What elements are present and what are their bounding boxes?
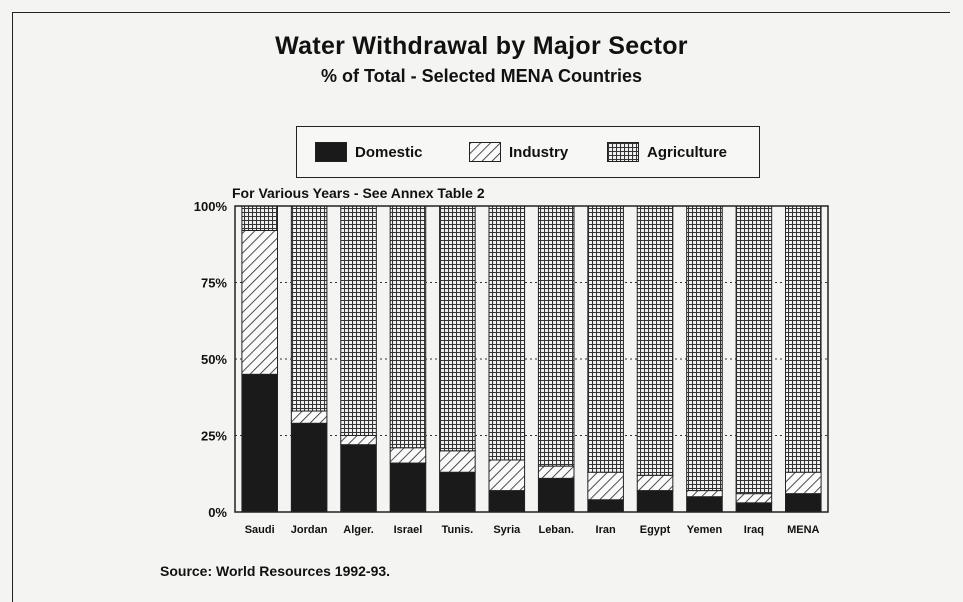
bar-domestic — [389, 462, 427, 513]
legend-swatch-industry — [469, 142, 501, 162]
bar-domestic — [636, 490, 674, 513]
legend-swatch-agriculture — [607, 142, 639, 162]
bar-domestic — [241, 373, 278, 513]
y-tick-label: 75% — [201, 276, 227, 291]
bar-agriculture — [537, 205, 575, 467]
bar-industry — [537, 465, 575, 479]
bar-agriculture — [735, 205, 773, 495]
bar-industry — [290, 410, 328, 424]
y-tick-label: 100% — [194, 199, 228, 214]
chart-subtitle: % of Total - Selected MENA Countries — [320, 66, 643, 86]
bar-domestic — [735, 502, 773, 513]
bar-industry — [241, 229, 278, 375]
bar-domestic — [587, 499, 624, 513]
bar-agriculture — [290, 205, 328, 412]
x-tick-label: Tunis. — [442, 524, 474, 536]
bar-agriculture — [340, 205, 377, 436]
x-tick-label: Iraq — [744, 524, 764, 536]
x-tick-label: Yemen — [687, 524, 723, 536]
legend-item-industry: Industry — [469, 142, 568, 162]
legend: Domestic Industry Agriculture — [296, 126, 760, 178]
x-tick-label: Jordan — [291, 524, 328, 536]
bar-industry — [636, 474, 674, 492]
x-tick-label: Alger. — [343, 524, 374, 536]
legend-item-agriculture: Agriculture — [607, 142, 727, 162]
bar-domestic — [537, 477, 575, 513]
bar-domestic — [340, 444, 377, 513]
x-tick-label: Iran — [596, 524, 616, 536]
legend-item-domestic: Domestic — [315, 142, 423, 162]
chart-note: For Various Years - See Annex Table 2 — [232, 185, 485, 201]
bar-industry — [785, 471, 822, 495]
axes: 0% 25% 50% 75% 100% Saudi Jordan Alger. Israel Tu… — [194, 199, 829, 536]
bar-agriculture — [636, 205, 674, 476]
bar-industry — [340, 435, 377, 446]
x-tick-label: Leban. — [538, 524, 573, 536]
bar-agriculture — [686, 205, 723, 492]
x-tick-label: Syria — [493, 524, 521, 536]
bar-industry — [389, 447, 427, 464]
chart-frame — [12, 12, 950, 602]
bar-domestic — [686, 496, 723, 513]
bar-industry — [439, 450, 476, 473]
bar-agriculture — [785, 205, 822, 473]
grid-lines — [235, 282, 828, 436]
x-tick-label: Saudi — [245, 524, 275, 536]
bar-industry — [686, 490, 723, 498]
bar-domestic — [785, 493, 822, 513]
plot-frame — [234, 205, 829, 513]
bar-domestic — [290, 422, 328, 513]
bar-agriculture — [439, 205, 476, 452]
x-tick-label: Israel — [394, 524, 423, 536]
x-tick-label: Egypt — [640, 524, 671, 536]
legend-label-industry: Industry — [509, 143, 569, 161]
bar-agriculture — [241, 205, 278, 231]
bar-agriculture — [587, 205, 624, 473]
y-tick-label: 50% — [201, 352, 227, 367]
legend-label-agriculture: Agriculture — [647, 143, 728, 161]
chart-title: Water Withdrawal by Major Sector — [275, 32, 688, 60]
bar-domestic — [488, 490, 526, 513]
bar-industry — [488, 459, 526, 492]
bar-agriculture — [488, 205, 526, 461]
legend-swatch-domestic — [315, 142, 347, 162]
y-tick-label: 0% — [208, 505, 227, 520]
bar-domestic — [439, 471, 476, 513]
x-tick-label: MENA — [787, 524, 819, 536]
legend-label-domestic: Domestic — [355, 143, 423, 161]
source-note: Source: World Resources 1992-93. — [160, 563, 391, 579]
bar-agriculture — [389, 205, 427, 449]
bar-industry — [587, 471, 624, 501]
y-tick-label: 25% — [201, 429, 227, 444]
bar-industry — [735, 493, 773, 504]
